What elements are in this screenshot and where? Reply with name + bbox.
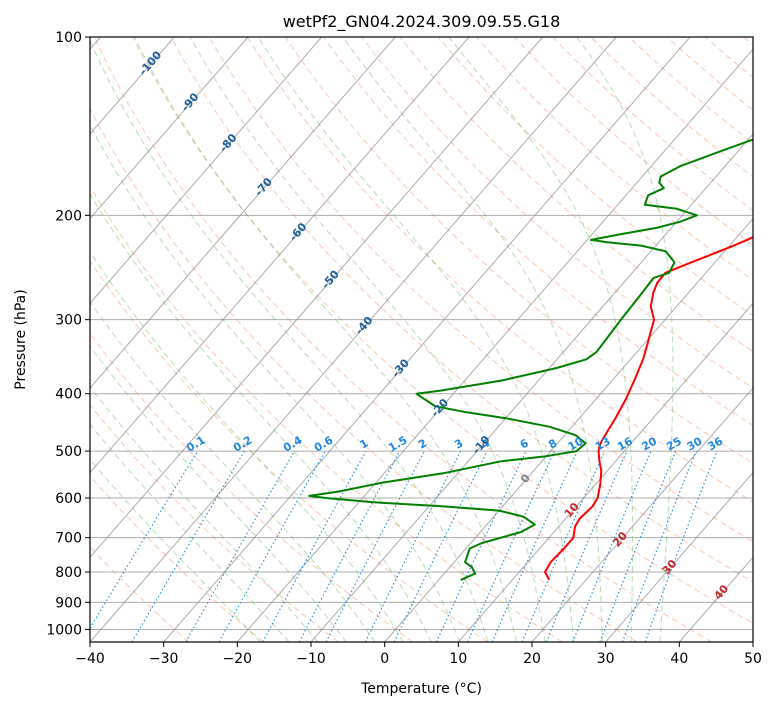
x-tick-label: −40: [75, 651, 105, 667]
dry-adiabat-line: [475, 37, 753, 281]
isotherm-line: [163, 37, 691, 642]
x-tick-label: 40: [670, 651, 688, 667]
isotherm-line: [531, 387, 753, 642]
y-tick-label: 900: [55, 595, 82, 611]
x-tick-label: 30: [597, 651, 615, 667]
x-tick-label: 50: [744, 651, 762, 667]
dry-adiabat-line: [94, 37, 712, 642]
mixing-ratio-line: [131, 450, 245, 642]
isotherm-line: [236, 48, 753, 642]
chart-axes: −40 −30 −20 −10 0 10 20 30 40 50 100 200 300 400 500 60…: [46, 30, 762, 667]
y-tick-label: 800: [55, 565, 82, 581]
mixing-ratio-line: [393, 450, 488, 642]
temperature-profile-line: [544, 236, 753, 581]
x-tick-label: 20: [523, 651, 541, 667]
y-tick-label: 100: [55, 30, 82, 46]
dry-adiabat-line: [246, 37, 753, 503]
y-tick-label: 400: [55, 387, 82, 403]
isotherm-line: [457, 302, 753, 642]
moist-adiabat-line: [90, 124, 461, 642]
x-tick-label: −10: [296, 651, 326, 667]
dry-adiabat-line: [514, 37, 753, 246]
dry-adiabat-line: [284, 37, 753, 464]
y-tick-label: 700: [55, 531, 82, 547]
y-axis-label: Pressure (hPa): [13, 289, 29, 389]
isotherm-line: [90, 37, 470, 474]
dry-adiabat-line: [323, 37, 753, 426]
y-tick-label: 300: [55, 313, 82, 329]
chart-data-layer: [308, 138, 753, 581]
dry-adiabat-line: [628, 37, 753, 144]
x-tick-label: −30: [149, 651, 179, 667]
mixing-ratio-line: [545, 450, 628, 642]
mixing-ratio-line: [521, 450, 606, 642]
isotherm-line: [90, 37, 544, 559]
mixing-ratio-line: [491, 450, 578, 642]
chart-title: wetPf2_GN04.2024.309.09.55.G18: [283, 12, 561, 32]
y-tick-label: 600: [55, 491, 82, 507]
dry-adiabat-line: [361, 37, 753, 389]
moist-adiabat-line: [90, 300, 376, 642]
dewpoint-profile-line: [308, 138, 753, 581]
mixing-ratio-line: [435, 450, 527, 642]
plot-frame: [89, 36, 754, 643]
chart-grid: [90, 37, 753, 642]
y-tick-label: 200: [55, 208, 82, 224]
isotherm-line: [90, 37, 617, 642]
isotherm-line: [90, 37, 323, 305]
mixing-ratio-line: [466, 450, 556, 642]
mixing-ratio-line: [218, 450, 326, 642]
dry-adiabat-line: [90, 475, 264, 642]
y-tick-label: 500: [55, 444, 82, 460]
isotherm-line: [90, 37, 396, 389]
y-tick-label: 1000: [46, 622, 82, 638]
isotherm-line: [605, 471, 753, 642]
dry-adiabat-line: [437, 37, 753, 317]
x-tick-label: −20: [223, 651, 253, 667]
mixing-ratio-line: [185, 450, 295, 642]
dry-adiabat-line: [90, 185, 563, 642]
mixing-ratio-line: [90, 450, 199, 630]
isotherm-line: [310, 133, 753, 642]
isotherm-line: [90, 37, 249, 220]
x-tick-label: 10: [449, 651, 467, 667]
dry-adiabat-line: [132, 37, 753, 624]
x-axis-label: Temperature (°C): [360, 681, 482, 697]
dry-adiabat-line: [90, 332, 414, 642]
mixing-ratio-line: [262, 450, 367, 642]
x-tick-label: 0: [380, 651, 389, 667]
